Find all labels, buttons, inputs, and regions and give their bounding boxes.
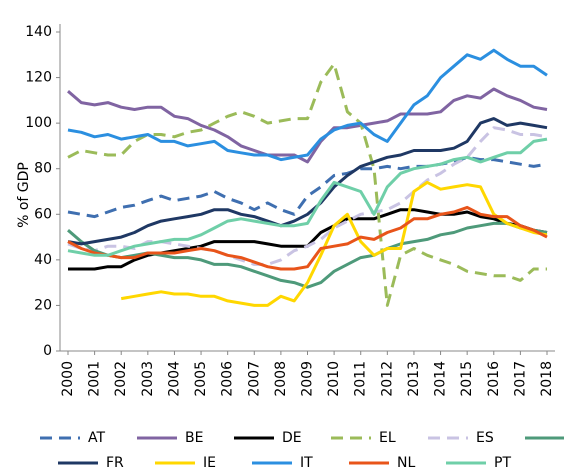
series-line <box>67 155 548 219</box>
legend-label: EL <box>379 430 396 446</box>
x-tick-label: 2011 <box>353 361 369 397</box>
x-tick-label: 2001 <box>87 361 103 397</box>
x-tick-label: 2004 <box>166 361 182 397</box>
x-tick-label: 2018 <box>539 361 555 397</box>
x-tick-label: 2007 <box>246 361 262 397</box>
x-tick-label: 2014 <box>433 361 449 397</box>
series-line <box>67 62 547 307</box>
x-tick-label: 2010 <box>326 361 342 397</box>
legend-label: FR <box>106 455 124 471</box>
x-tick-label: 2005 <box>193 361 209 397</box>
legend-label: DE <box>282 430 302 446</box>
x-tick-label: 2016 <box>486 361 502 397</box>
series-line <box>68 208 548 271</box>
x-tick-label: 2000 <box>60 361 76 397</box>
series-line <box>67 205 548 271</box>
legend-label: IT <box>300 455 313 471</box>
series-line <box>67 48 548 162</box>
legend-label: AT <box>88 430 105 446</box>
legend-label: NL <box>397 455 415 471</box>
x-tick-label: 2017 <box>512 361 528 397</box>
y-tick-label: 100 <box>25 115 52 131</box>
series-line <box>67 137 548 257</box>
series-line <box>67 117 548 246</box>
x-tick-label: 2003 <box>140 361 156 397</box>
y-tick-label: 80 <box>34 161 52 177</box>
y-tick-label: 120 <box>25 70 52 86</box>
series-line <box>67 87 548 164</box>
y-tick-label: 0 <box>43 343 52 359</box>
x-tick-label: 2008 <box>273 361 289 397</box>
y-tick-label: 20 <box>34 297 52 313</box>
x-tick-label: 2009 <box>300 361 316 397</box>
legend-label: PT <box>494 455 511 471</box>
series-line <box>67 126 548 266</box>
y-axis-label: % of GDP <box>16 162 32 228</box>
y-tick-label: 140 <box>25 24 52 40</box>
legend-label: BE <box>185 430 203 446</box>
x-tick-label: 2002 <box>113 361 129 397</box>
x-tick-label: 2013 <box>406 361 422 397</box>
x-tick-label: 2015 <box>459 361 475 397</box>
y-tick-label: 40 <box>34 252 52 268</box>
legend-label: IE <box>203 455 216 471</box>
x-tick-label: 2012 <box>379 361 395 397</box>
legend-label: ES <box>476 430 494 446</box>
x-tick-label: 2006 <box>220 361 236 397</box>
series-line <box>120 180 548 307</box>
y-tick-label: 60 <box>34 206 52 222</box>
